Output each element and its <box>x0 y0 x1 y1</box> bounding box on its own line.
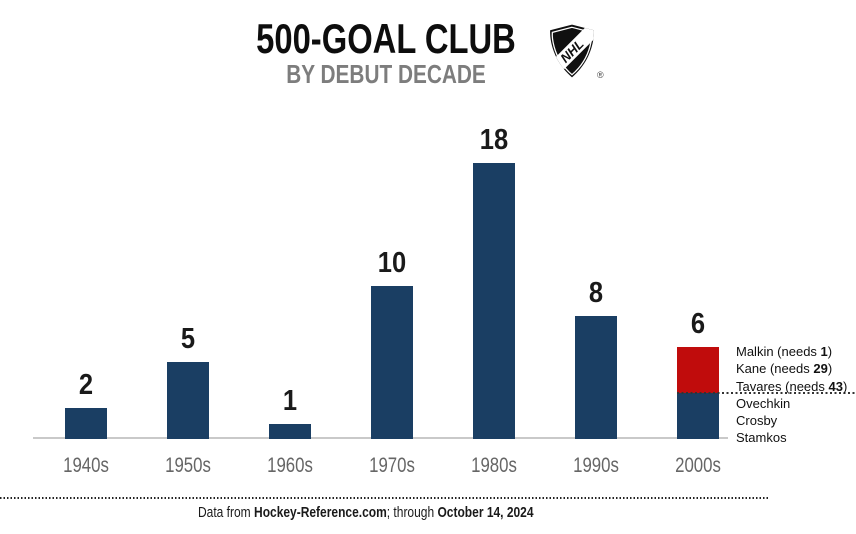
nhl-shield-logo-icon: NHL <box>543 23 601 79</box>
footer-text-part: Data from <box>198 504 255 521</box>
x-axis-tick-label: 1960s <box>266 454 313 477</box>
bar-1950s <box>166 362 209 439</box>
bar-value-label: 6 <box>690 308 705 340</box>
bar-value-label: 10 <box>377 247 406 279</box>
footer-text-part: ; through <box>386 504 438 521</box>
footer-source-text: Data from Hockey-Reference.com; through … <box>198 504 534 522</box>
bar-segment-achieved <box>676 393 719 439</box>
x-axis-tick-label: 1950s <box>164 454 211 477</box>
footer-bold-text: October 14, 2024 <box>437 504 534 521</box>
bar-1940s <box>64 408 107 439</box>
annotation-pending-player: Tavares (needs 43) <box>736 378 848 394</box>
x-axis-tick-label: 1980s <box>470 454 517 477</box>
x-axis-tick-label: 1940s <box>62 454 109 477</box>
bar-1990s <box>574 316 617 439</box>
bar-1970s <box>370 286 413 439</box>
registered-trademark: ® <box>597 70 604 80</box>
player-annotations: Malkin (needs 1) Kane (needs 29) Tavares (… <box>736 343 847 447</box>
page-title: 500-GOAL CLUB <box>256 15 516 62</box>
bar-1980s <box>472 163 515 439</box>
annotation-achieved-player: Crosby <box>736 413 778 429</box>
bar-value-label: 5 <box>180 323 195 355</box>
bar-value-label: 1 <box>282 385 297 417</box>
x-axis-tick-label: 1990s <box>572 454 619 477</box>
bar-value-label: 2 <box>78 369 93 401</box>
bar-segment-pending <box>676 347 719 393</box>
bar-value-label: 18 <box>479 124 508 156</box>
footer-bold-text: Hockey-Reference.com <box>254 504 387 521</box>
bar-1960s <box>268 424 311 439</box>
bar-value-label: 8 <box>588 277 603 309</box>
annotation-pending-player: Malkin (needs 1) <box>736 344 833 359</box>
stack-divider-dashed-line <box>676 392 855 394</box>
x-axis-tick-label: 1970s <box>368 454 415 477</box>
annotation-pending-player: Kane (needs 29) <box>736 361 833 377</box>
annotation-achieved-player: Stamkos <box>736 430 787 446</box>
footer-dotted-rule <box>0 497 770 499</box>
annotation-achieved-player: Ovechkin <box>736 395 791 411</box>
x-axis-tick-label: 2000s <box>674 454 721 477</box>
page-subtitle: BY DEBUT DECADE <box>286 59 486 89</box>
